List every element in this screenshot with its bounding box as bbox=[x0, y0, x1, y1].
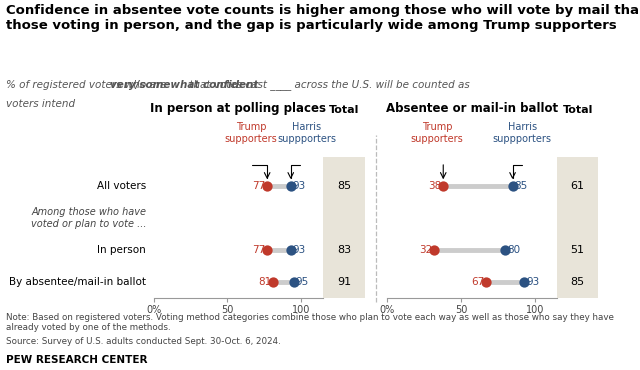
Text: Harris
suppporters: Harris suppporters bbox=[493, 122, 552, 144]
Text: Trump
supporters: Trump supporters bbox=[225, 122, 278, 144]
Point bbox=[285, 247, 296, 253]
Point bbox=[508, 183, 518, 189]
Text: Note: Based on registered voters. Voting method categories combine those who pla: Note: Based on registered voters. Voting… bbox=[6, 313, 614, 332]
Text: Total: Total bbox=[329, 105, 359, 115]
Text: 93: 93 bbox=[526, 277, 540, 287]
Text: Absentee or mail-in ballot: Absentee or mail-in ballot bbox=[386, 102, 558, 115]
Text: 85: 85 bbox=[570, 277, 585, 287]
Text: By absentee/mail-in ballot: By absentee/mail-in ballot bbox=[9, 277, 146, 287]
Text: Harris
suppporters: Harris suppporters bbox=[277, 122, 336, 144]
Text: Confidence in absentee vote counts is higher among those who will vote by mail t: Confidence in absentee vote counts is hi… bbox=[6, 4, 640, 32]
Text: 67: 67 bbox=[471, 277, 484, 287]
Point bbox=[262, 247, 272, 253]
Point bbox=[262, 183, 272, 189]
Text: 83: 83 bbox=[337, 245, 351, 255]
Text: In person at polling places: In person at polling places bbox=[150, 102, 326, 115]
Text: that votes cast ____ across the U.S. will be counted as: that votes cast ____ across the U.S. wil… bbox=[186, 80, 470, 90]
Point bbox=[438, 183, 449, 189]
Point bbox=[500, 247, 510, 253]
Text: 85: 85 bbox=[337, 181, 351, 191]
Point bbox=[519, 279, 529, 285]
Text: 81: 81 bbox=[258, 277, 271, 287]
Point bbox=[285, 183, 296, 189]
Text: In person: In person bbox=[97, 245, 146, 255]
Text: 85: 85 bbox=[515, 181, 527, 191]
Text: 51: 51 bbox=[571, 245, 584, 255]
Text: 77: 77 bbox=[252, 181, 266, 191]
Text: Among those who have
voted or plan to vote ...: Among those who have voted or plan to vo… bbox=[31, 207, 146, 229]
Point bbox=[289, 279, 299, 285]
Text: 38: 38 bbox=[428, 181, 442, 191]
Point bbox=[481, 279, 491, 285]
Text: 93: 93 bbox=[292, 181, 306, 191]
Text: 61: 61 bbox=[571, 181, 584, 191]
Text: All voters: All voters bbox=[97, 181, 146, 191]
Text: Total: Total bbox=[563, 105, 593, 115]
Text: 95: 95 bbox=[296, 277, 308, 287]
Text: 91: 91 bbox=[337, 277, 351, 287]
Text: 93: 93 bbox=[292, 245, 306, 255]
Text: 32: 32 bbox=[419, 245, 433, 255]
Text: Source: Survey of U.S. adults conducted Sept. 30-Oct. 6, 2024.: Source: Survey of U.S. adults conducted … bbox=[6, 337, 281, 346]
Text: voters intend: voters intend bbox=[6, 99, 76, 109]
Text: PEW RESEARCH CENTER: PEW RESEARCH CENTER bbox=[6, 355, 148, 365]
Text: % of registered voters who are: % of registered voters who are bbox=[6, 80, 170, 90]
Text: 77: 77 bbox=[252, 245, 266, 255]
Point bbox=[429, 247, 440, 253]
Point bbox=[268, 279, 278, 285]
Text: 80: 80 bbox=[507, 245, 520, 255]
Text: very/somewhat confident: very/somewhat confident bbox=[109, 80, 258, 90]
Text: Trump
supporters: Trump supporters bbox=[410, 122, 463, 144]
